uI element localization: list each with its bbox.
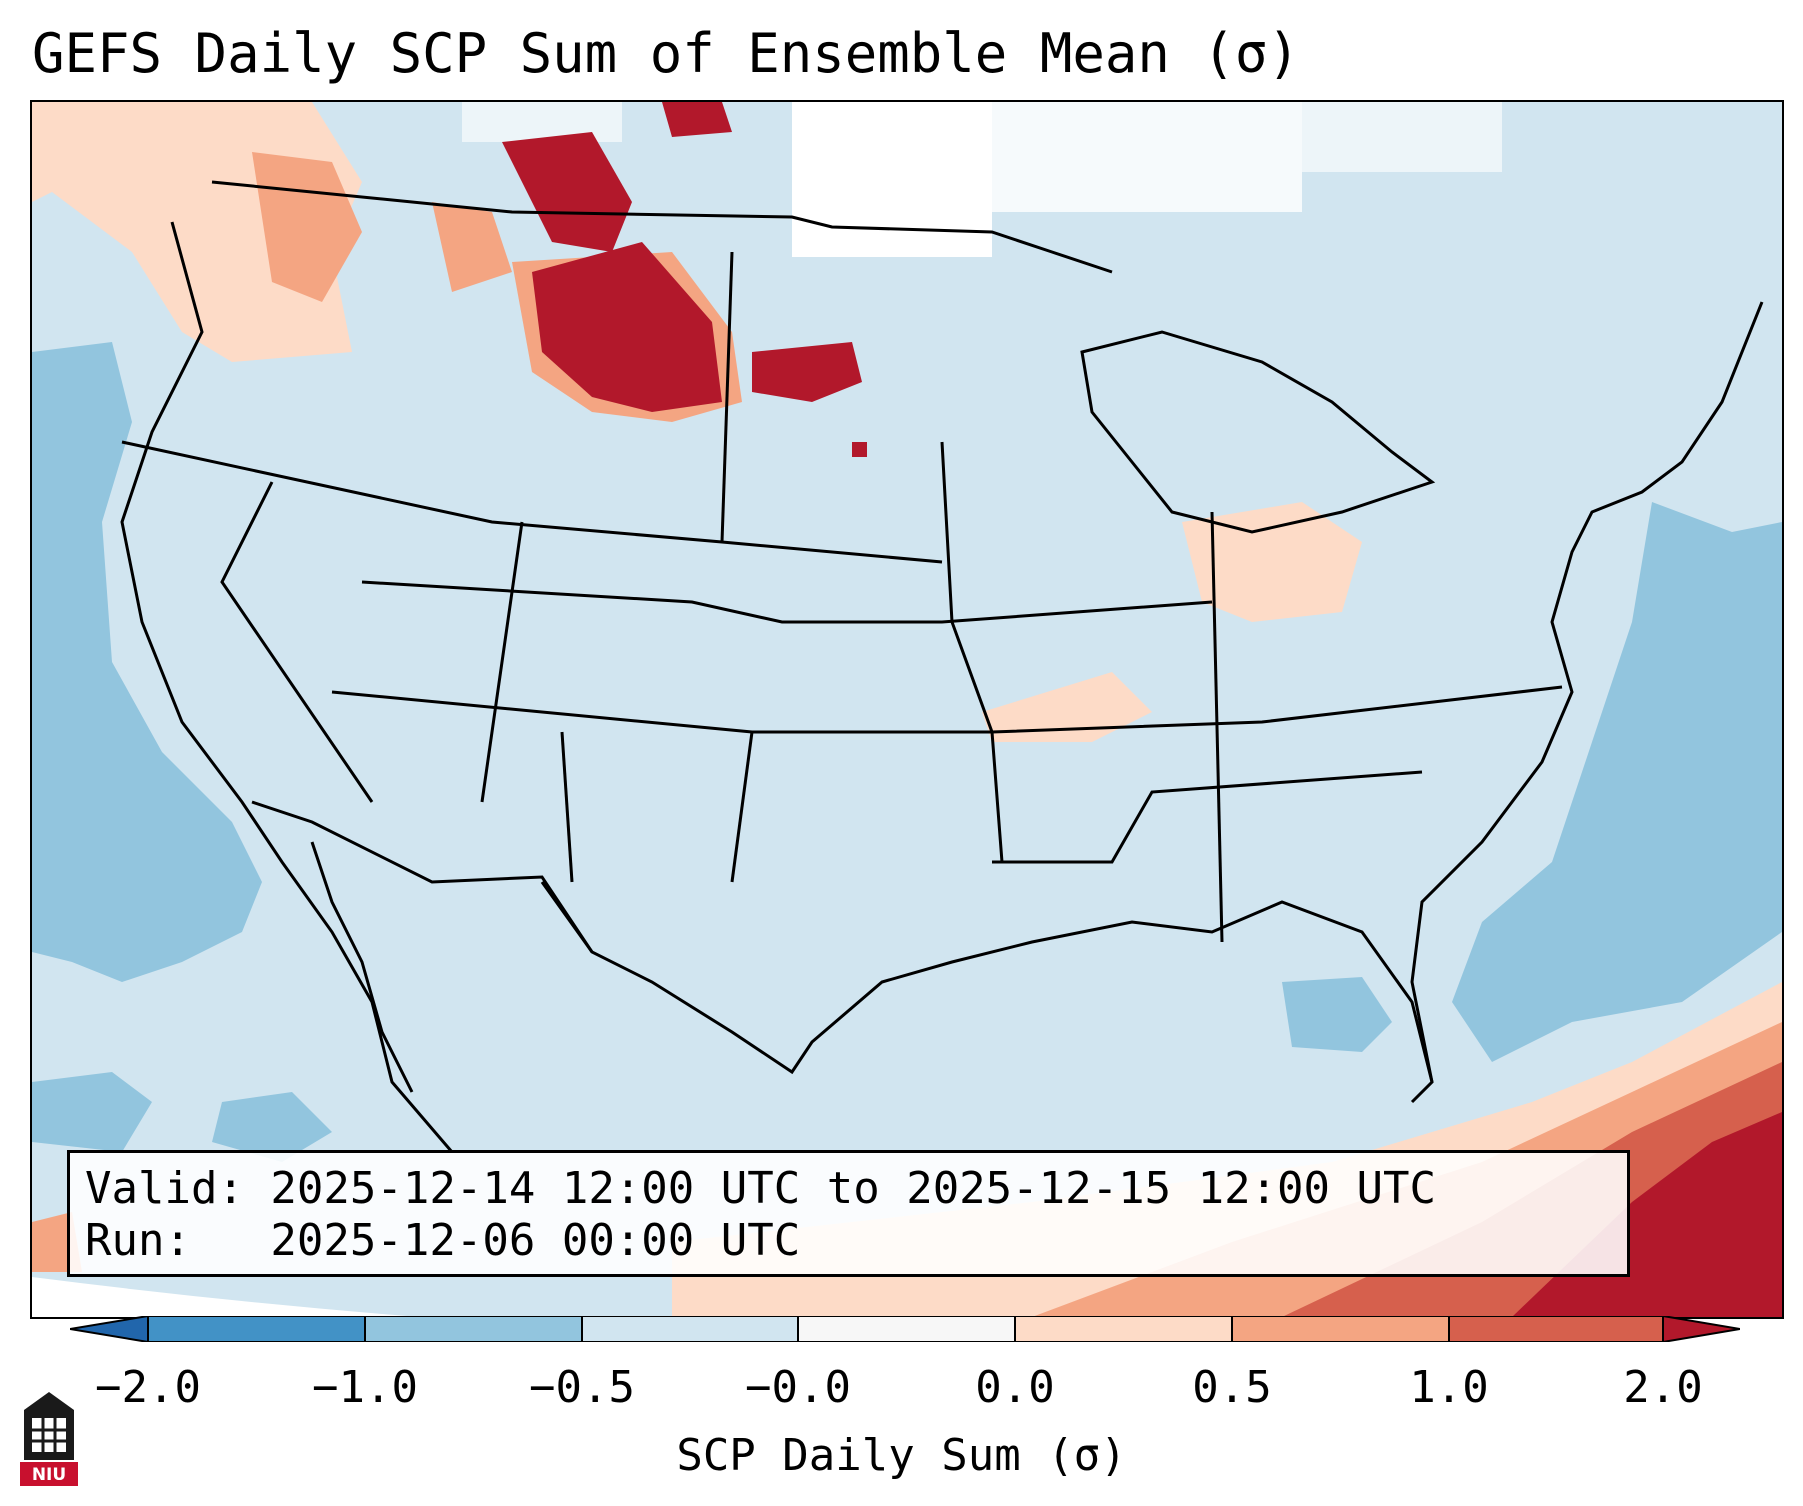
- colorbar-extend-high: [1663, 1316, 1740, 1342]
- mississippi-positive-light: [982, 672, 1152, 742]
- coastline-west: [120, 221, 454, 1153]
- colorbar-segment: [582, 1316, 798, 1342]
- map-panel: [30, 100, 1784, 1319]
- colorbar-segment: [148, 1316, 365, 1342]
- gulf-coast: [540, 881, 1434, 1104]
- colorbar-label: SCP Daily Sum (σ): [676, 1430, 1127, 1481]
- nodata-region: [462, 102, 622, 142]
- pacific-negative-area: [32, 1072, 152, 1152]
- state-line: [730, 731, 754, 883]
- alberta-positive-max: [502, 132, 632, 252]
- us-canada-border: [211, 180, 1113, 274]
- state-line: [220, 481, 374, 803]
- run-time-text: Run: 2025-12-06 00:00 UTC: [85, 1215, 801, 1266]
- pacific-negative-area: [212, 1092, 332, 1162]
- colorbar-extend-low: [70, 1316, 148, 1342]
- ohio-valley-positive-light: [1182, 502, 1362, 622]
- colorbar-segment: [1015, 1316, 1232, 1342]
- state-line: [480, 521, 524, 803]
- state-line: [720, 251, 734, 543]
- nodata-region: [792, 102, 992, 257]
- niu-logo-text: NIU: [32, 1465, 66, 1485]
- atlantic-negative-area: [1282, 977, 1392, 1052]
- mexico-border: [251, 800, 594, 953]
- colorbar-segment: [1449, 1316, 1663, 1342]
- montana-positive-max: [532, 242, 722, 412]
- colorbar-ticks: [147, 1316, 1664, 1342]
- nodata-region: [1302, 102, 1502, 172]
- baja-coast: [310, 841, 414, 1093]
- colorbar-tick-label: −2.0: [95, 1362, 201, 1413]
- state-line: [361, 580, 1213, 624]
- state-line: [560, 731, 574, 883]
- colorbar-tick-label: 0.5: [1192, 1362, 1272, 1413]
- colorbar-tick-label: −0.5: [529, 1362, 635, 1413]
- valid-run-infobox: Valid: 2025-12-14 12:00 UTC to 2025-12-1…: [67, 1150, 1630, 1277]
- atlantic-negative-area: [1452, 502, 1782, 1062]
- political-boundaries: [120, 180, 1764, 1153]
- colorbar-tick-label: 2.0: [1623, 1362, 1703, 1413]
- colorbar-tick-label: 0.0: [975, 1362, 1055, 1413]
- state-line: [992, 770, 1423, 864]
- colorbar-tick-label: −1.0: [312, 1362, 418, 1413]
- canada-positive-max: [662, 102, 732, 137]
- colorbar-tick-label: 1.0: [1409, 1362, 1489, 1413]
- atlantic-coast: [1410, 301, 1764, 1083]
- colorbar-segment: [1232, 1316, 1449, 1342]
- map-title: GEFS Daily SCP Sum of Ensemble Mean (σ): [32, 22, 1300, 85]
- colorbar-segment: [365, 1316, 582, 1342]
- northwest-positive-mid: [432, 202, 512, 292]
- valid-time-text: Valid: 2025-12-14 12:00 UTC to 2025-12-1…: [85, 1163, 1437, 1214]
- state-line: [121, 440, 943, 564]
- state-line: [940, 441, 1004, 863]
- dakota-positive-max: [852, 442, 867, 457]
- great-lakes: [1080, 330, 1436, 534]
- state-line: [1210, 511, 1224, 943]
- colorbar-tick-label: −0.0: [745, 1362, 851, 1413]
- colorbar-segment: [798, 1316, 1015, 1342]
- nodata-region: [992, 102, 1302, 212]
- niu-logo-icon: NIU: [20, 1392, 78, 1486]
- dakota-positive-max: [752, 342, 862, 402]
- colorbar: [70, 1316, 1740, 1342]
- map-canvas: [32, 102, 1782, 1317]
- pacific-negative-area: [32, 342, 262, 982]
